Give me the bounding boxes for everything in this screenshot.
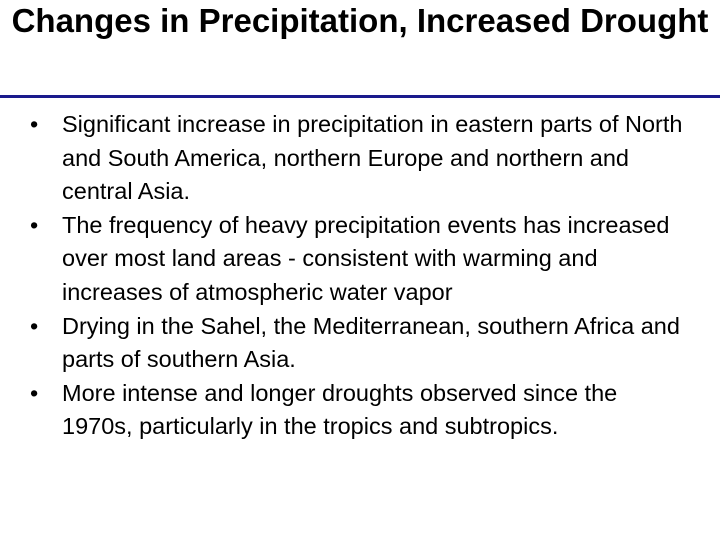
bullet: Drying in the Sahel, the Mediterranean, … [0,310,692,377]
bullet: The frequency of heavy precipitation eve… [0,209,692,310]
bullet: More intense and longer droughts observe… [0,377,692,444]
slide-title: Changes in Precipitation, Increased Drou… [11,2,709,39]
bullet-list: Significant increase in precipitation in… [0,108,720,444]
title-rule [0,95,720,98]
bullet: Significant increase in precipitation in… [0,108,692,209]
